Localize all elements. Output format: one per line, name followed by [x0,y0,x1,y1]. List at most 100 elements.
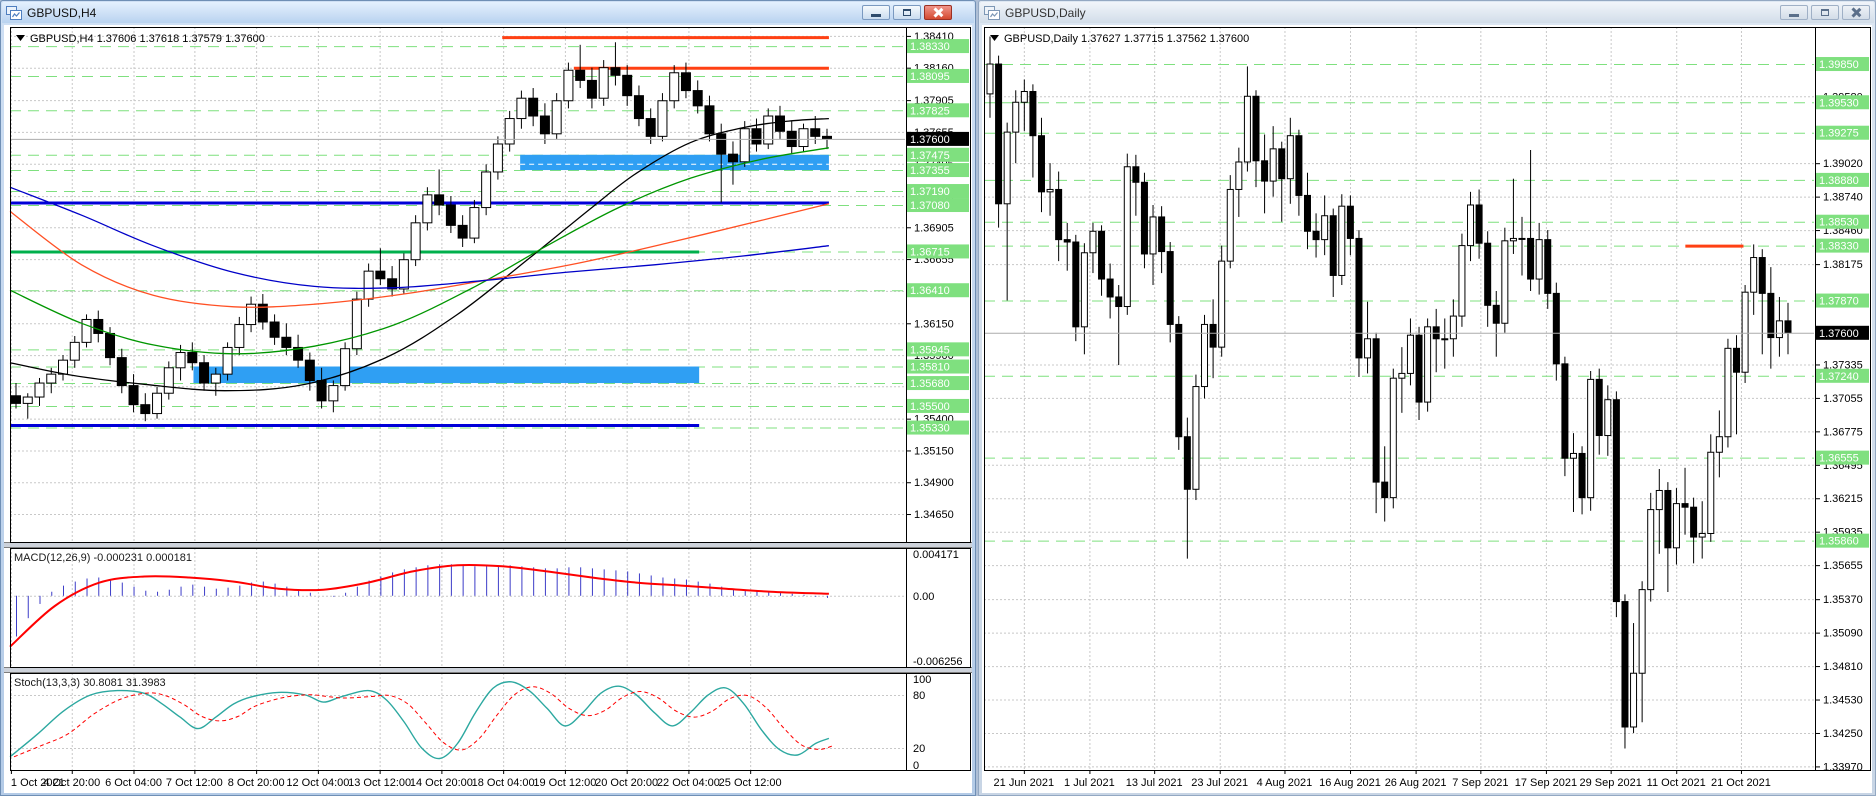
minimize-button[interactable] [1780,5,1808,20]
level-price-label: 1.35945 [910,344,950,356]
time-tick-label: 19 Oct 12:00 [533,777,596,789]
stoch-scale-0: 0 [913,760,919,772]
window-titlebar[interactable]: GBPUSD,Daily [980,2,1874,23]
pane-separator[interactable] [4,667,972,673]
price-tick-label: 1.33970 [1823,761,1863,773]
price-zone-rectangle [193,366,700,384]
minimize-icon [1789,14,1799,17]
time-tick-label: 22 Oct 04:00 [657,777,720,789]
price-tick-label: 1.36215 [1823,493,1863,505]
price-tick-label: 1.39020 [1823,158,1863,170]
time-tick-label: 21 Oct 2021 [1711,777,1771,789]
level-price-label: 1.37825 [910,105,950,117]
close-icon [1851,7,1862,18]
time-tick-label: 13 Oct 12:00 [348,777,411,789]
grid [984,27,1814,770]
level-price-label: 1.35500 [910,401,950,413]
restore-button[interactable] [893,5,921,20]
minimize-icon [871,14,881,17]
stochastic-signal-line [13,686,834,758]
chart-window-gbpusd-h4[interactable]: GBPUSD,H4 MACD(12,26,9) -0.000231 0.0001… [0,0,976,796]
chart-data-line[interactable]: GBPUSD,Daily 1.37627 1.37715 1.37562 1.3… [990,33,1249,45]
chart-frame [984,27,1871,771]
level-price-label: 1.35810 [910,362,950,374]
time-tick-label: 26 Aug 2021 [1385,777,1447,789]
price-tick-label: 1.34250 [1823,728,1863,740]
ma-black [9,117,829,392]
level-price-label: 1.35330 [910,423,950,435]
chart-plot[interactable]: MACD(12,26,9) -0.000231 0.000181 0.004171… [4,25,972,793]
level-price-label: 1.37240 [1819,371,1859,383]
macd-label: MACD(12,26,9) -0.000231 0.000181 [14,552,192,564]
level-price-label: 1.37475 [910,150,950,162]
time-tick-label: 14 Oct 20:00 [410,777,473,789]
support-resistance-levels [984,64,1814,542]
price-tick-label: 1.35655 [1823,560,1863,572]
level-price-label: 1.38530 [1819,217,1859,229]
time-tick-label: 16 Aug 2021 [1319,777,1381,789]
time-tick-label: 4 Aug 2021 [1257,777,1313,789]
restore-icon [1821,9,1829,16]
price-tick-label: 1.34900 [914,477,954,489]
chart-window-gbpusd-daily[interactable]: GBPUSD,Daily 1.395801.390201.387401.3846… [978,0,1876,796]
price-tick-label: 1.37335 [1823,359,1863,371]
symbol-dropdown-icon[interactable] [16,35,25,41]
minimize-button[interactable] [862,5,890,20]
window-title: GBPUSD,Daily [1005,5,1086,20]
level-price-label: 1.38880 [1819,175,1859,187]
macd-histogram [16,564,828,637]
ohlc-readout: GBPUSD,H4 1.37606 1.37618 1.37579 1.3760… [30,33,265,45]
chart-window-icon [6,5,22,20]
time-tick-label: 12 Oct 04:00 [286,777,349,789]
pane-separator[interactable] [4,542,972,548]
price-tick-label: 1.36905 [914,222,954,234]
level-price-label: 1.37080 [910,200,950,212]
level-price-label: 1.37190 [910,186,950,198]
ma-blue [9,186,829,289]
level-price-label: 1.36410 [910,285,950,297]
time-scale[interactable]: 21 Jun 2021 1 Jul 2021 13 Jul 2021 23 Jul 2… [994,770,1771,789]
restore-icon [903,9,911,16]
stochastic-main-line [9,681,830,760]
price-scale[interactable]: 1.395801.390201.387401.384601.381751.373… [1816,57,1869,773]
time-tick-label: 21 Jun 2021 [994,777,1055,789]
time-tick-label: 13 Jul 2021 [1126,777,1183,789]
price-tick-label: 1.35150 [914,445,954,457]
window-titlebar[interactable]: GBPUSD,H4 [2,2,974,23]
time-tick-label: 7 Oct 12:00 [166,777,223,789]
close-button[interactable] [924,5,952,20]
analysis-objects[interactable] [10,36,829,428]
time-tick-label: 6 Oct 04:00 [105,777,162,789]
price-tick-label: 1.34650 [914,509,954,521]
chart-plot[interactable]: 1.395801.390201.387401.384601.381751.373… [982,25,1872,793]
time-tick-label: 29 Sep 2021 [1579,777,1641,789]
current-price-label: 1.37600 [910,134,950,146]
price-tick-label: 1.36150 [914,318,954,330]
level-price-label: 1.38330 [1819,241,1859,253]
restore-button[interactable] [1811,5,1839,20]
chart-data-line[interactable]: GBPUSD,H4 1.37606 1.37618 1.37579 1.3760… [16,33,265,45]
candles-series [986,36,1792,749]
price-tick-label: 1.38740 [1823,192,1863,204]
current-price-tag [1816,325,1869,340]
close-button[interactable] [1842,5,1870,20]
price-scale[interactable]: 1.384101.381601.379051.376551.374051.371… [907,31,969,521]
time-tick-label: 4 Oct 20:00 [43,777,100,789]
symbol-dropdown-icon[interactable] [990,35,999,41]
price-zone-rectangle [520,154,829,171]
current-price-label: 1.37600 [1819,328,1859,340]
candles-series [11,42,832,422]
level-price-label: 1.37870 [1819,296,1859,308]
time-tick-label: 1 Oct 2021 [11,777,65,789]
chart-canvas-gbpusd-daily[interactable]: 1.395801.390201.387401.384601.381751.373… [982,25,1872,793]
time-tick-label: 1 Jul 2021 [1064,777,1115,789]
price-tick-label: 1.37055 [1823,393,1863,405]
window-title: GBPUSD,H4 [27,5,97,20]
stoch-scale-100: 100 [913,674,931,686]
stoch-scale-80: 80 [913,690,925,702]
macd-scale-top: 0.004171 [913,549,959,561]
chart-canvas-gbpusd-h4[interactable]: MACD(12,26,9) -0.000231 0.000181 0.004171… [4,25,972,793]
price-tick-label: 1.36775 [1823,426,1863,438]
level-price-label: 1.38330 [910,41,950,53]
